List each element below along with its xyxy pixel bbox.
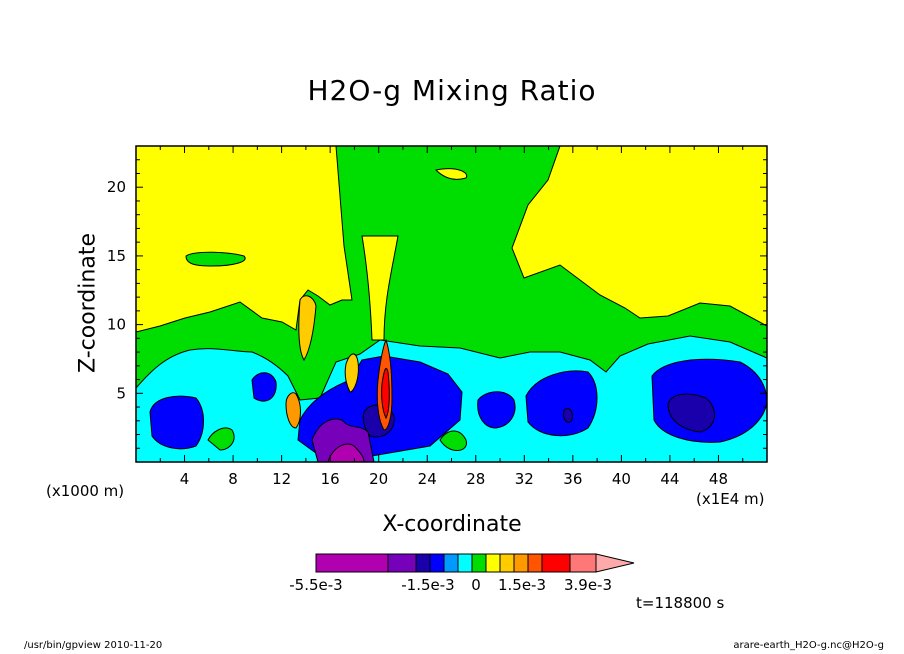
colorbar-swatch (485, 553, 501, 573)
contour-yellow-finger (361, 235, 399, 341)
colorbar-swatch (429, 553, 445, 573)
contour-green-patch (185, 251, 246, 267)
contour-orange-3 (344, 353, 359, 393)
colorbar-label: -1.5e-3 (401, 576, 454, 594)
colorbar-swatch (569, 553, 597, 573)
colorbar-swatch (315, 553, 389, 573)
colorbar-label: 3.9e-3 (564, 576, 612, 594)
colorbar-swatch (527, 553, 543, 573)
x-tick-label: 36 (563, 470, 582, 488)
chart-title: H2O-g Mixing Ratio (307, 74, 597, 107)
x-tick-label: 32 (515, 470, 534, 488)
y-tick-label: 5 (116, 384, 126, 402)
x-tick-label: 44 (660, 470, 679, 488)
x-tick-label: 8 (228, 470, 238, 488)
y-tick-label: 15 (107, 247, 126, 265)
contour-green-bottom-2 (439, 430, 467, 451)
contour-magenta (327, 443, 365, 462)
x-unit-right: (x1E4 m) (696, 490, 765, 508)
contour-blue-2 (251, 372, 277, 402)
colorbar: -5.5e-3 -1.5e-3 0 1.5e-3 3.9e-3 (289, 553, 635, 594)
colorbar-label: 0 (471, 576, 481, 594)
contour-red-core-2 (381, 368, 390, 420)
contour-blue-5 (525, 370, 598, 437)
contour-darkblue-1 (667, 393, 715, 433)
contour-orange-1 (285, 392, 301, 429)
x-tick-label: 12 (272, 470, 291, 488)
x-tick-label: 28 (466, 470, 485, 488)
colorbar-swatch (471, 553, 487, 573)
footer-left: /usr/bin/gpview 2010-11-20 (24, 640, 163, 651)
colorbar-label: -5.5e-3 (289, 576, 342, 594)
x-tick-label: 40 (612, 470, 631, 488)
contour-orange-2 (298, 295, 317, 361)
colorbar-swatch (443, 553, 459, 573)
x-unit-left: (x1000 m) (46, 482, 125, 500)
contour-blue-1 (149, 395, 204, 450)
colorbar-swatch (541, 553, 571, 573)
contour-field (136, 146, 767, 462)
footer-right: arare-earth_H2O-g.nc@H2O-g (733, 640, 884, 651)
y-tick-label: 10 (107, 316, 126, 334)
colorbar-label: 1.5e-3 (498, 576, 546, 594)
x-tick-label: 20 (369, 470, 388, 488)
y-axis-label: Z-coordinate (75, 233, 101, 373)
y-tick-label: 20 (107, 178, 126, 196)
colorbar-swatch (415, 553, 431, 573)
x-tick-label: 48 (709, 470, 728, 488)
contour-darkblue-3 (563, 407, 573, 423)
colorbar-swatch (387, 553, 417, 573)
contour-green-bottom (207, 427, 235, 451)
contour-yellow-patch (434, 168, 468, 180)
colorbar-arrow (595, 553, 635, 573)
x-axis-label: X-coordinate (382, 512, 522, 537)
x-tick-label: 16 (321, 470, 340, 488)
contour-blue-4 (477, 391, 516, 429)
colorbar-swatch (499, 553, 515, 573)
x-tick-label: 24 (418, 470, 437, 488)
colorbar-swatch (513, 553, 529, 573)
colorbar-swatch (457, 553, 473, 573)
x-tick-label: 4 (180, 470, 190, 488)
time-label: t=118800 s (636, 594, 725, 612)
